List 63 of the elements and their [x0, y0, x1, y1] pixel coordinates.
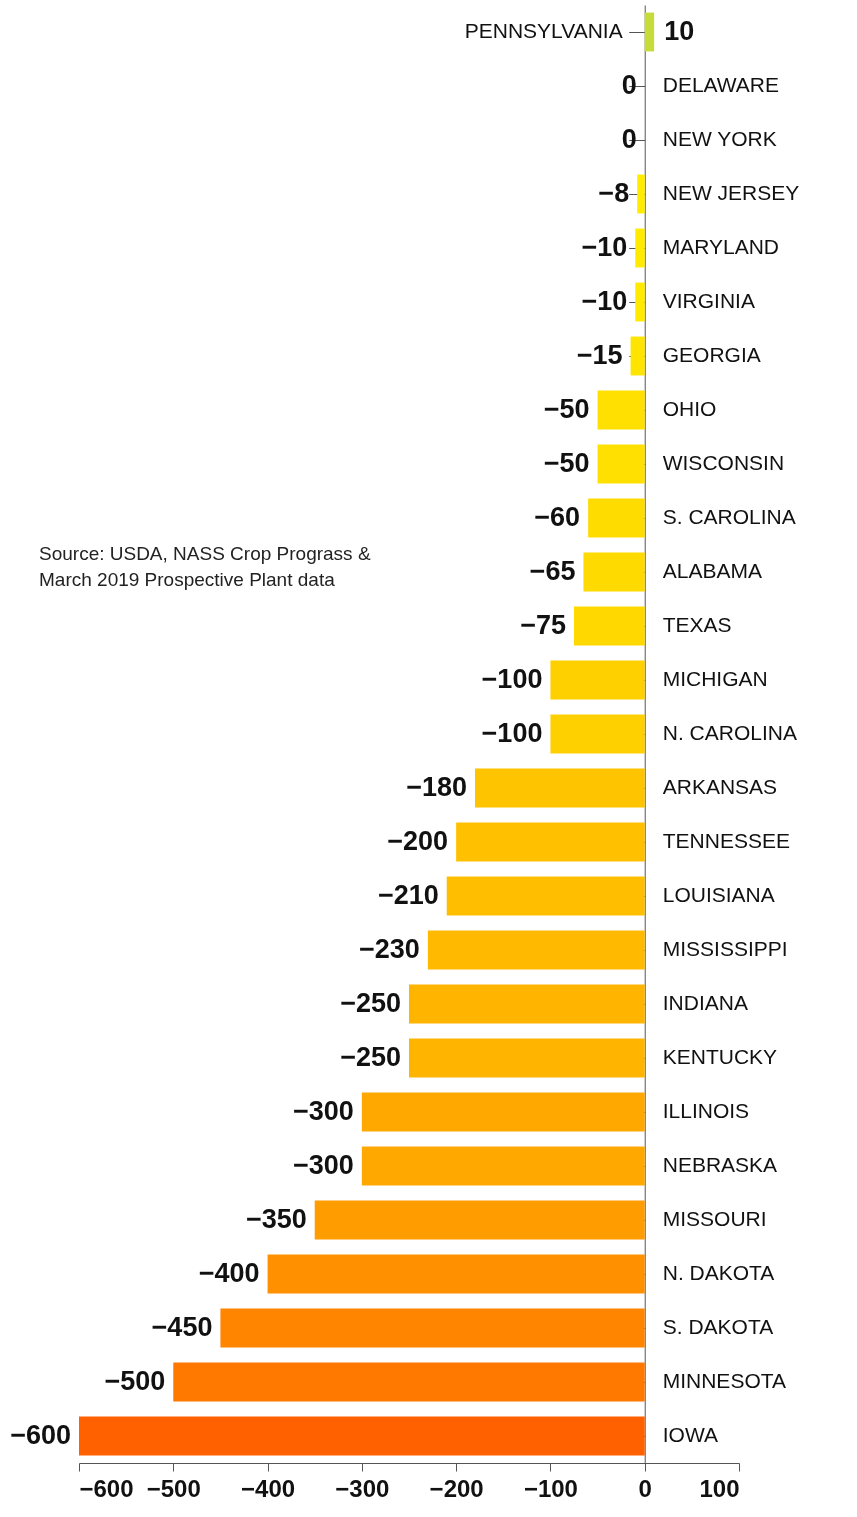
x-tick-label: −600 [79, 1474, 134, 1502]
data-label: −15 [576, 340, 623, 370]
y-tick-label: N. CAROLINA [662, 721, 797, 744]
x-tick-label: −200 [429, 1474, 484, 1502]
y-tick-label: WISCONSIN [662, 451, 785, 474]
y-tick-label: ALABAMA [662, 559, 762, 582]
y-tick-label: TENNESSEE [662, 829, 790, 852]
data-label: 0 [621, 124, 637, 154]
data-label: −300 [293, 1096, 354, 1126]
x-tick-label: 100 [699, 1474, 740, 1502]
y-tick-label: LOUISIANA [662, 883, 775, 906]
y-tick-label: OHIO [662, 397, 717, 420]
y-tick-label: INDIANA [662, 991, 748, 1014]
y-tick-label: GEORGIA [662, 343, 761, 366]
data-label: 10 [664, 16, 695, 46]
data-label: −100 [481, 718, 543, 748]
data-label: −450 [151, 1312, 213, 1342]
y-tick-label: MINNESOTA [662, 1369, 787, 1392]
x-tick-label: −100 [523, 1474, 578, 1502]
y-tick-label: NEW JERSEY [662, 181, 800, 204]
y-tick-label: N. DAKOTA [662, 1261, 775, 1284]
y-tick-label: TEXAS [662, 613, 732, 636]
x-tick-label: −400 [241, 1474, 296, 1502]
y-tick-label: MICHIGAN [662, 667, 768, 690]
data-label: −180 [406, 772, 467, 802]
y-tick-label: NEW YORK [662, 127, 777, 150]
data-label: −75 [520, 610, 566, 640]
y-tick-label: MISSOURI [662, 1207, 767, 1230]
y-tick-label: IOWA [662, 1423, 718, 1446]
y-tick-label: S. CAROLINA [662, 505, 796, 528]
data-label: −210 [377, 880, 439, 910]
y-tick-label: DELAWARE [662, 73, 780, 96]
data-label: −10 [581, 232, 628, 262]
data-label: −350 [245, 1204, 307, 1234]
data-label: −400 [198, 1258, 260, 1288]
y-tick-label: PENNSYLVANIA [464, 19, 623, 42]
y-tick-label: VIRGINIA [662, 289, 755, 312]
data-label: −600 [10, 1420, 71, 1450]
data-label: −250 [340, 988, 401, 1018]
data-label: −100 [481, 664, 543, 694]
y-tick-label: ARKANSAS [662, 775, 778, 798]
data-label: −500 [104, 1366, 166, 1396]
x-tick-label: −500 [146, 1474, 201, 1502]
data-label: −8 [598, 178, 630, 208]
y-tick-label: MARYLAND [662, 235, 780, 258]
annotation: Source: USDA, NASS Crop Prograss & March 2019 Prospective Plant data [39, 543, 371, 590]
data-label: −60 [534, 502, 581, 532]
data-label: −10 [581, 286, 628, 316]
y-tick-label: KENTUCKY [662, 1045, 778, 1068]
data-label: −50 [543, 448, 590, 478]
y-tick-label: NEBRASKA [662, 1153, 778, 1176]
data-label: −250 [340, 1042, 401, 1072]
data-label: −65 [529, 556, 576, 586]
data-label: −230 [359, 934, 420, 964]
x-tick-label: −300 [335, 1474, 390, 1502]
data-label: −300 [293, 1150, 354, 1180]
x-tick-label: 0 [638, 1474, 652, 1502]
y-tick-label: S. DAKOTA [662, 1315, 774, 1338]
y-tick-label: MISSISSIPPI [662, 937, 788, 960]
data-label: 0 [621, 70, 637, 100]
data-label: −200 [387, 826, 449, 856]
y-tick-label: ILLINOIS [662, 1099, 750, 1122]
data-label: −50 [543, 394, 590, 424]
